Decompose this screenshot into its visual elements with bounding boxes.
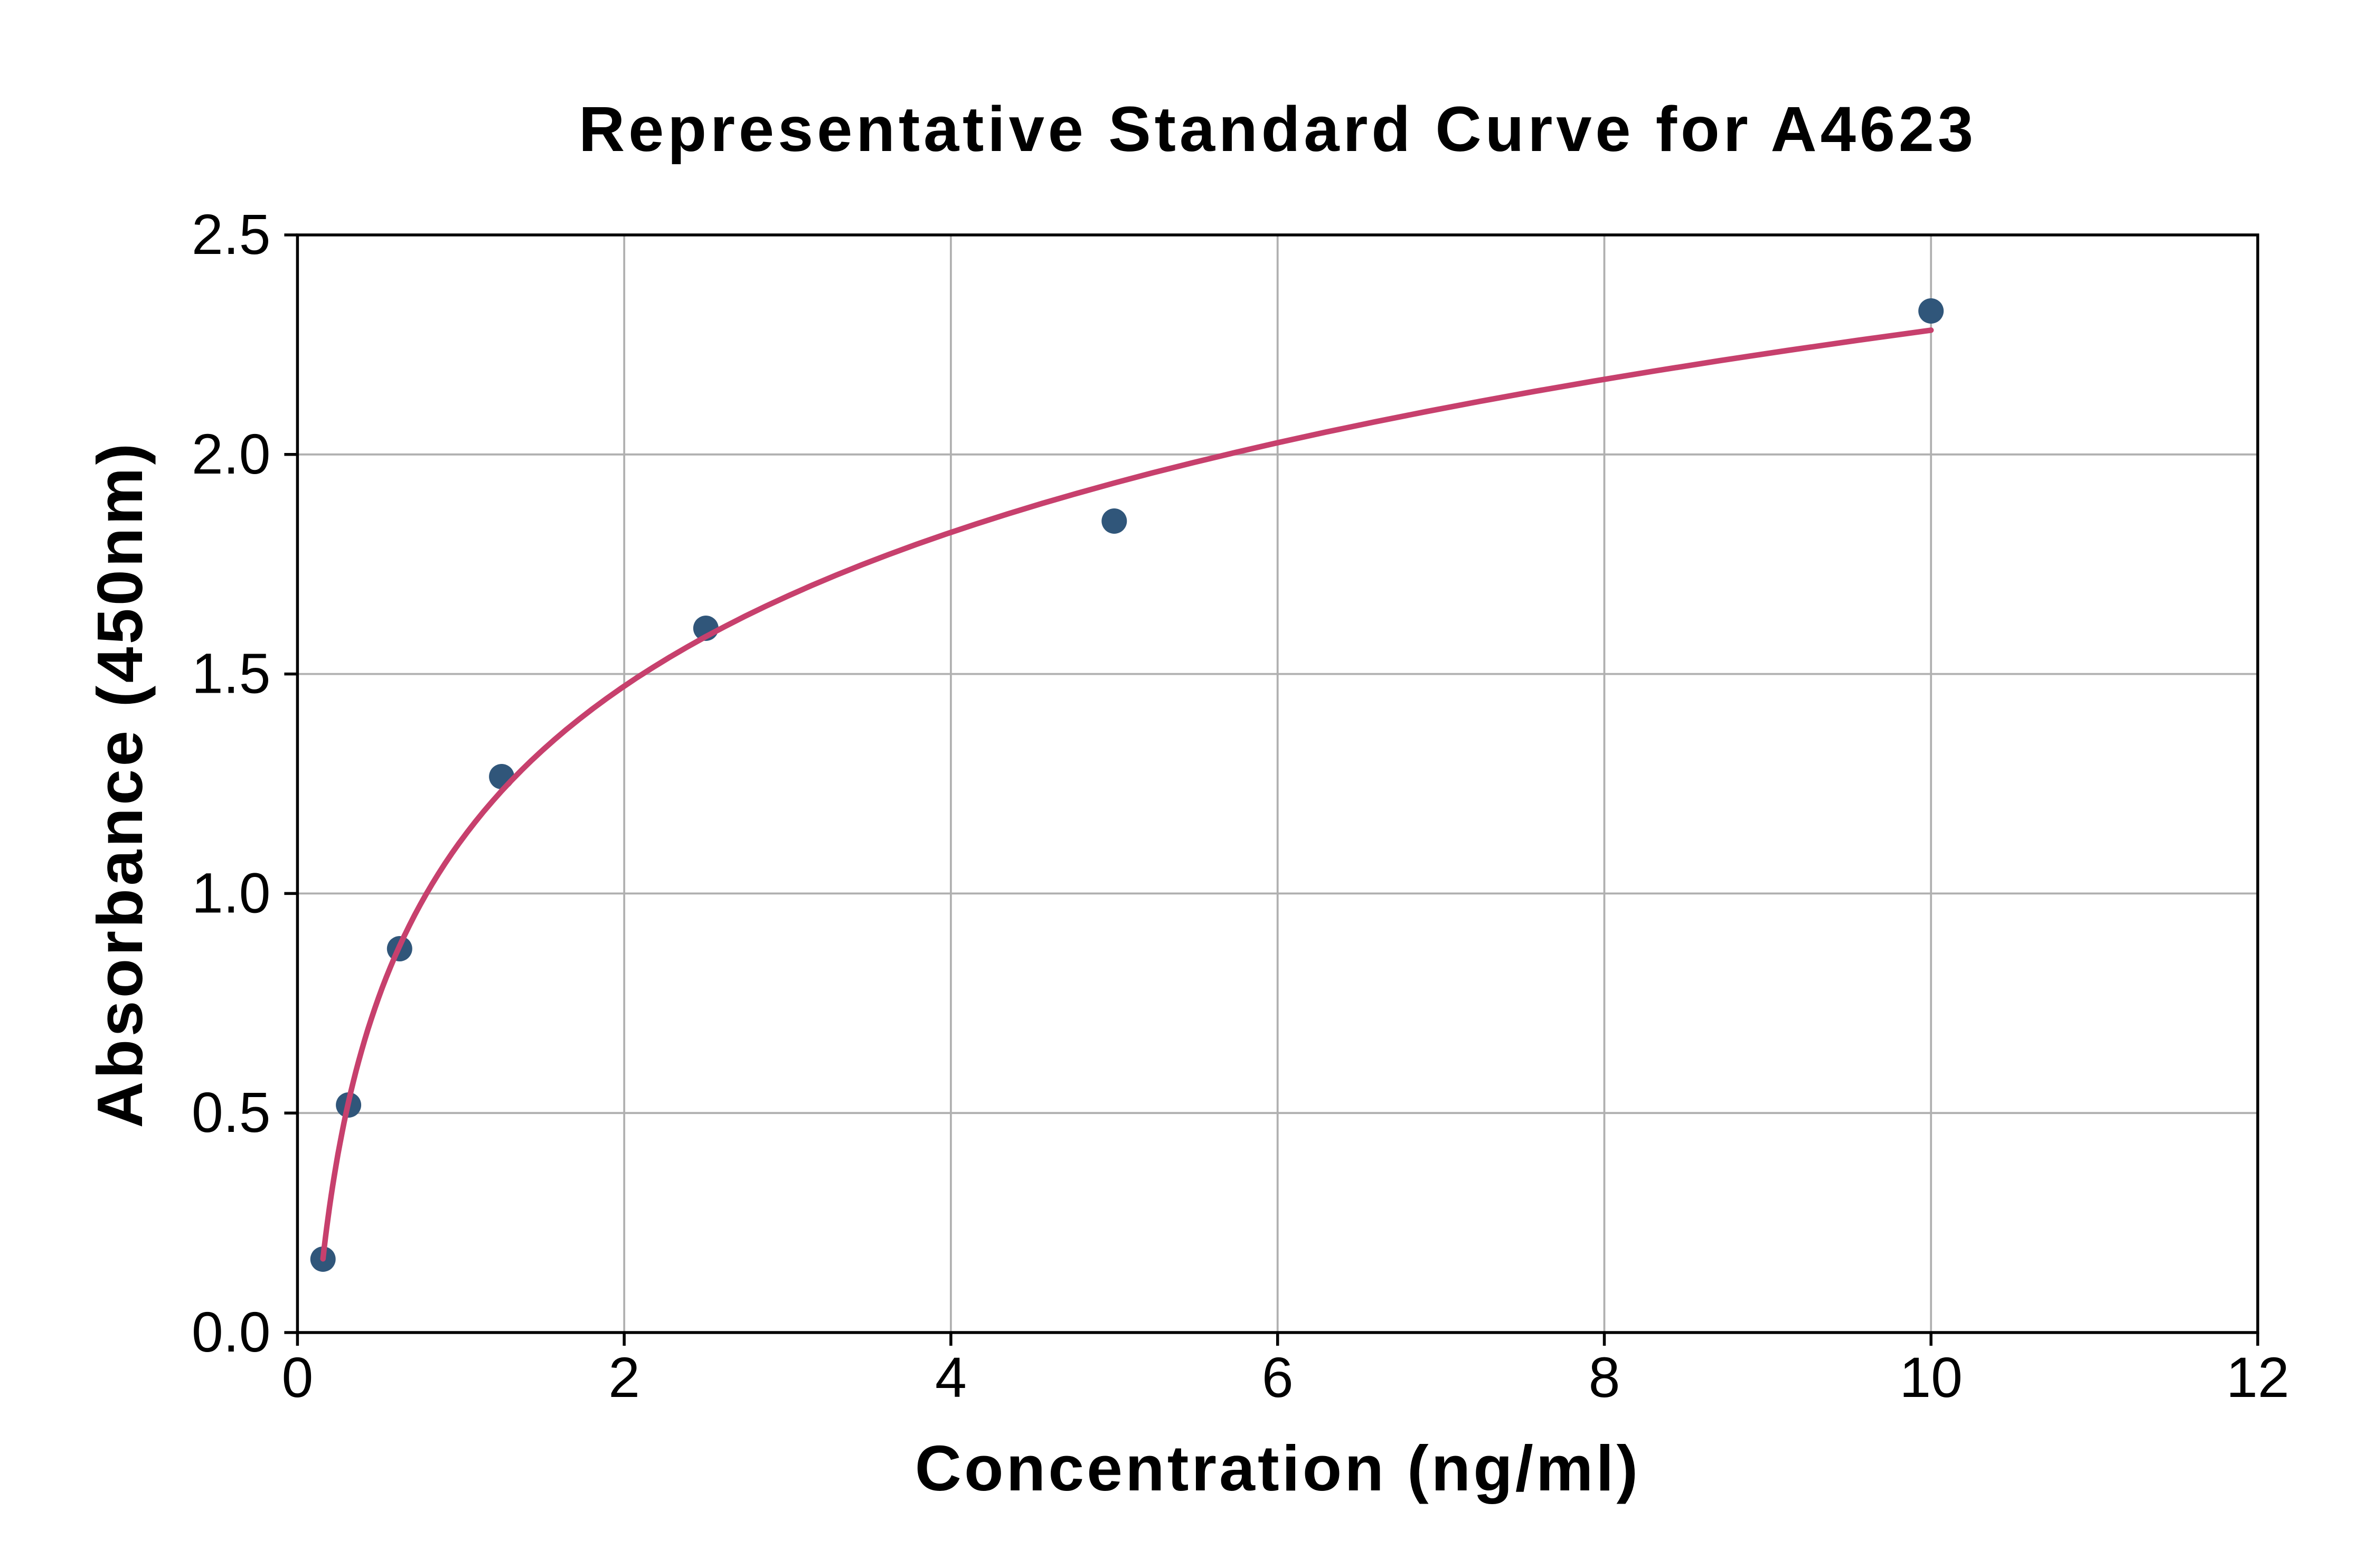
svg-text:8: 8 xyxy=(1589,1346,1620,1409)
svg-text:4: 4 xyxy=(935,1346,967,1409)
svg-text:0.0: 0.0 xyxy=(192,1300,271,1364)
svg-text:2: 2 xyxy=(608,1346,640,1409)
svg-text:2.0: 2.0 xyxy=(192,422,271,486)
svg-text:6: 6 xyxy=(1262,1346,1294,1409)
svg-text:1.0: 1.0 xyxy=(192,861,271,924)
svg-text:Representative Standard Curve: Representative Standard Curve for A4623 xyxy=(579,93,1977,165)
svg-text:12: 12 xyxy=(2226,1346,2289,1409)
svg-text:10: 10 xyxy=(1899,1346,1963,1409)
svg-text:0: 0 xyxy=(281,1346,313,1409)
svg-text:1.5: 1.5 xyxy=(192,642,271,705)
svg-text:Concentration (ng/ml): Concentration (ng/ml) xyxy=(915,1432,1640,1504)
svg-text:Absorbance (450nm): Absorbance (450nm) xyxy=(84,440,156,1128)
svg-text:0.5: 0.5 xyxy=(192,1081,271,1144)
svg-text:2.5: 2.5 xyxy=(192,203,271,266)
